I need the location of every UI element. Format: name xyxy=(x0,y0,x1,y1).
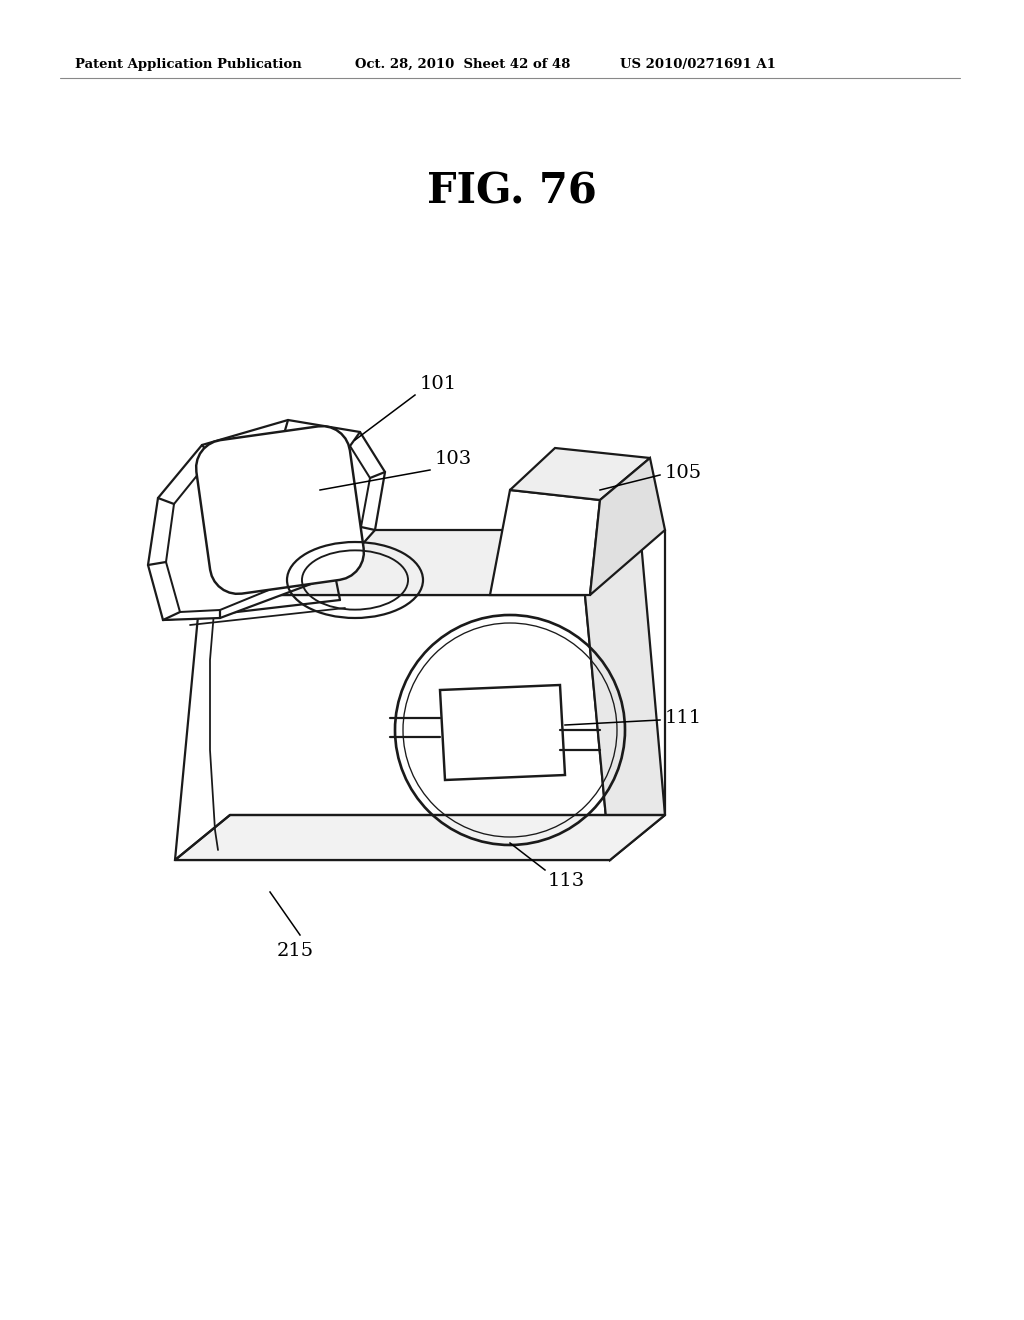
Text: Patent Application Publication: Patent Application Publication xyxy=(75,58,302,71)
Text: FIG. 76: FIG. 76 xyxy=(427,170,597,213)
Polygon shape xyxy=(148,420,385,620)
Polygon shape xyxy=(440,685,565,780)
Text: Oct. 28, 2010  Sheet 42 of 48: Oct. 28, 2010 Sheet 42 of 48 xyxy=(355,58,570,71)
Polygon shape xyxy=(590,458,665,595)
Text: 215: 215 xyxy=(276,942,313,960)
Text: US 2010/0271691 A1: US 2010/0271691 A1 xyxy=(620,58,776,71)
Polygon shape xyxy=(175,814,665,861)
Text: 113: 113 xyxy=(548,873,586,890)
Text: 103: 103 xyxy=(435,450,472,469)
Polygon shape xyxy=(510,447,650,500)
Polygon shape xyxy=(585,531,665,861)
Text: 111: 111 xyxy=(665,709,702,727)
Polygon shape xyxy=(166,434,370,612)
Polygon shape xyxy=(200,531,640,595)
Text: 105: 105 xyxy=(665,465,702,482)
Polygon shape xyxy=(197,426,364,594)
Text: 101: 101 xyxy=(420,375,457,393)
Polygon shape xyxy=(175,595,610,861)
Polygon shape xyxy=(490,490,600,595)
